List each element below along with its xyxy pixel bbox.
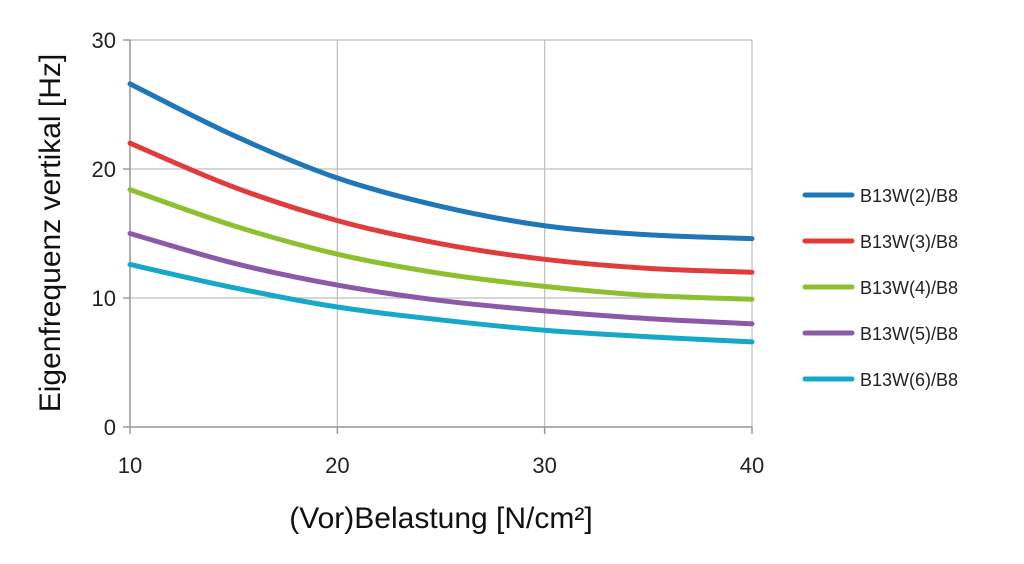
series-line-4 [127,187,755,302]
x-tick-label: 30 [532,453,556,478]
series-line-2 [127,81,755,242]
series-line-6 [127,261,755,345]
legend-label: B13W(6)/B8 [860,370,958,390]
y-tick-labels: 0 10 20 30 [92,28,116,440]
x-tick-label: 40 [740,453,764,478]
x-tick-label: 10 [118,453,142,478]
y-tick-label: 0 [104,415,116,440]
legend: B13W(2)/B8 B13W(3)/B8 B13W(4)/B8 B13W(5)/B8… [802,186,958,390]
x-axis-title: (Vor)Belastung [N/cm²] [289,502,592,535]
legend-label: B13W(5)/B8 [860,324,958,344]
legend-label: B13W(4)/B8 [860,278,958,298]
series-line-3 [127,140,755,275]
series-line-5 [127,231,755,327]
series-lines [127,81,755,345]
y-tick-label: 10 [92,286,116,311]
y-axis-title: Eigenfrequenz vertikal [Hz] [34,54,67,413]
x-tick-labels: 10 20 30 40 [118,453,764,478]
x-tick-label: 20 [325,453,349,478]
legend-label: B13W(2)/B8 [860,186,958,206]
y-tick-label: 20 [92,157,116,182]
legend-label: B13W(3)/B8 [860,232,958,252]
y-tick-label: 30 [92,28,116,53]
